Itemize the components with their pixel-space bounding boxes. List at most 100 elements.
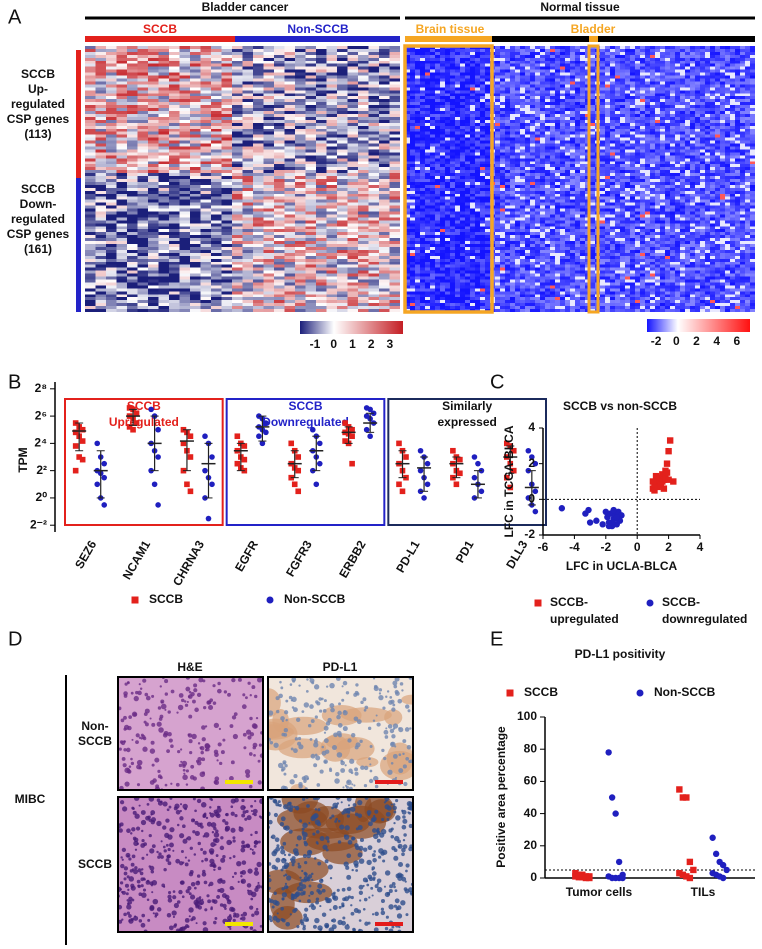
heatmap-cell (480, 84, 486, 88)
heatmap-cell (179, 173, 191, 177)
heatmap-cell (415, 54, 421, 59)
heatmap-cell (326, 167, 338, 171)
heatmap-cell (337, 87, 348, 91)
heatmap-cell (425, 54, 431, 59)
heatmap-cell (495, 229, 501, 233)
heatmap-cell (470, 232, 476, 236)
heatmap-cell (137, 229, 149, 233)
heatmap-cell (284, 303, 296, 307)
heatmap-cell (389, 288, 401, 292)
heatmap-cell (445, 300, 451, 304)
heatmap-cell (505, 217, 511, 221)
heatmap-cell (435, 96, 441, 100)
heatmap-cell (284, 122, 296, 126)
heatmap-cell (284, 51, 296, 56)
heatmap-cell (106, 46, 117, 50)
heatmap-cell (465, 238, 471, 242)
heatmap-cell (284, 167, 296, 171)
heatmap-cell (510, 288, 516, 292)
heatmap-cell (410, 303, 416, 307)
heatmap-cell (137, 60, 149, 64)
heatmap-cell (179, 297, 191, 301)
heatmap-cell (415, 161, 421, 165)
heatmap-cell (410, 93, 416, 97)
heatmap-cell (455, 51, 461, 56)
heatmap-cell (379, 99, 390, 103)
heatmap-cell (500, 181, 506, 186)
heatmap-cell (347, 294, 359, 298)
heatmap-cell (179, 161, 191, 165)
heatmap-cell (420, 143, 426, 147)
heatmap-cell (455, 279, 461, 283)
heatmap-cell (505, 181, 511, 186)
heatmap-cell (347, 155, 359, 159)
heatmap-cell (480, 267, 486, 271)
heatmap-cell (435, 173, 441, 177)
heatmap-cell (430, 81, 436, 85)
heatmap-cell (253, 143, 264, 147)
heatmap-cell (295, 285, 306, 289)
heatmap-cell (520, 306, 526, 310)
heatmap-cell (95, 173, 107, 177)
heatmap-cell (435, 84, 441, 88)
heatmap-cell (190, 149, 201, 153)
heatmap-cell (420, 249, 426, 254)
heatmap-cell (455, 181, 461, 186)
heatmap-cell (337, 226, 348, 230)
heatmap-cell (435, 208, 441, 212)
heatmap-cell (525, 179, 531, 183)
heatmap-cell (137, 158, 149, 162)
heatmap-cell (242, 125, 254, 129)
heatmap-cell (284, 116, 296, 121)
heatmap-cell (445, 143, 451, 147)
heatmap-cell (505, 306, 511, 310)
heatmap-cell (242, 276, 254, 280)
heatmap-cell (410, 96, 416, 100)
heatmap-cell (420, 116, 426, 121)
heatmap-cell (410, 57, 416, 61)
heatmap-cell (179, 285, 191, 289)
heatmap-cell (158, 285, 170, 289)
heatmap-cell (137, 51, 149, 56)
heatmap-cell (520, 152, 526, 156)
heatmap-cell (460, 99, 466, 103)
heatmap-cell (430, 220, 436, 224)
heatmap-cell (485, 108, 491, 112)
heatmap-cell (106, 244, 117, 248)
heatmap-cell (368, 116, 380, 121)
heatmap-cell (480, 249, 486, 254)
heatmap-cell (169, 285, 180, 289)
heatmap-cell (405, 108, 411, 112)
heatmap-cell (347, 211, 359, 215)
heatmap-cell (326, 176, 338, 180)
heatmap-cell (95, 125, 107, 129)
heatmap-cell (435, 288, 441, 292)
heatmap-cell (263, 264, 275, 268)
heatmap-cell (221, 161, 233, 165)
heatmap-cell (500, 63, 506, 67)
heatmap-cell (379, 152, 390, 156)
heatmap-cell (450, 285, 456, 289)
heatmap-cell (368, 184, 380, 189)
heatmap-cell (460, 202, 466, 206)
heatmap-cell (169, 75, 180, 79)
heatmap-cell (470, 300, 476, 304)
heatmap-cell (137, 285, 149, 289)
heatmap-cell (137, 93, 149, 97)
heatmap-cell (495, 75, 501, 79)
heatmap-cell (137, 170, 149, 174)
heatmap-cell (211, 152, 222, 156)
heatmap-cell (137, 155, 149, 159)
heatmap-cell (470, 96, 476, 100)
heatmap-cell (263, 105, 275, 109)
heatmap-cell (500, 128, 506, 132)
heatmap-cell (515, 205, 521, 209)
heatmap-cell (505, 187, 511, 192)
heatmap-cell (200, 105, 212, 109)
heatmap-cell (137, 140, 149, 144)
heatmap-cell (148, 270, 159, 274)
heatmap-cell (232, 164, 243, 168)
heatmap-cell (242, 179, 254, 183)
heatmap-cell (263, 134, 275, 138)
heatmap-cell (430, 66, 436, 70)
